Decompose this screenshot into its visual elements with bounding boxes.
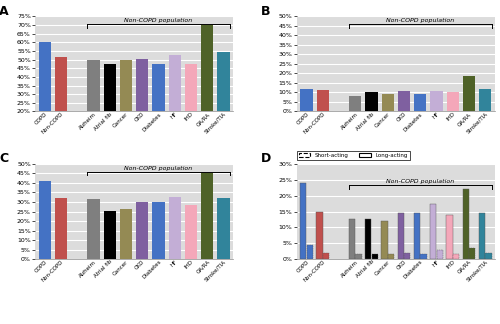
Bar xyxy=(300,89,312,111)
Bar xyxy=(152,202,164,259)
Bar xyxy=(38,42,51,111)
Bar xyxy=(414,213,420,259)
Text: Non-COPD population: Non-COPD population xyxy=(386,18,454,23)
Bar xyxy=(316,89,329,111)
Bar xyxy=(463,76,475,111)
Bar xyxy=(136,59,148,111)
Bar xyxy=(104,211,116,259)
Bar xyxy=(316,212,322,259)
Bar xyxy=(300,183,306,259)
Bar xyxy=(366,92,378,111)
Bar xyxy=(55,57,67,111)
Bar xyxy=(382,221,388,259)
Bar xyxy=(388,254,394,259)
Bar xyxy=(436,250,443,259)
Text: A: A xyxy=(0,5,9,18)
Bar xyxy=(398,91,410,111)
Bar xyxy=(88,60,100,111)
Bar xyxy=(382,94,394,111)
Bar xyxy=(136,202,148,259)
Bar xyxy=(185,205,197,259)
Bar xyxy=(88,199,100,259)
Bar xyxy=(453,254,459,259)
Bar xyxy=(55,198,67,259)
Bar xyxy=(218,198,230,259)
Bar xyxy=(404,253,410,259)
Text: Non-COPD population: Non-COPD population xyxy=(124,166,192,170)
Bar xyxy=(201,25,213,111)
Bar xyxy=(168,55,181,111)
Bar xyxy=(372,254,378,259)
Bar xyxy=(38,181,51,259)
Bar xyxy=(323,253,329,259)
Bar xyxy=(430,203,436,259)
Bar xyxy=(486,253,492,259)
Bar xyxy=(446,215,452,259)
Bar xyxy=(398,213,404,259)
Text: B: B xyxy=(261,5,270,18)
Bar xyxy=(365,219,372,259)
Bar xyxy=(306,245,313,259)
Bar xyxy=(201,173,213,259)
Bar xyxy=(414,94,426,111)
Bar xyxy=(420,254,426,259)
Bar xyxy=(104,64,116,111)
Text: C: C xyxy=(0,153,8,166)
Text: D: D xyxy=(261,153,272,166)
Bar xyxy=(168,197,181,259)
Legend: Short-acting, Long-acting: Short-acting, Long-acting xyxy=(296,151,410,160)
Bar xyxy=(356,254,362,259)
Bar xyxy=(120,60,132,111)
Bar xyxy=(479,89,492,111)
Bar xyxy=(430,91,442,111)
Text: Non-COPD population: Non-COPD population xyxy=(124,18,192,23)
Bar xyxy=(185,64,197,111)
Bar xyxy=(152,64,164,111)
Bar xyxy=(446,92,459,111)
Bar xyxy=(218,52,230,111)
Text: Non-COPD population: Non-COPD population xyxy=(386,179,454,184)
Bar xyxy=(349,219,355,259)
Bar xyxy=(462,189,469,259)
Bar xyxy=(479,213,485,259)
Bar xyxy=(349,96,362,111)
Bar xyxy=(120,209,132,259)
Bar xyxy=(469,248,476,259)
